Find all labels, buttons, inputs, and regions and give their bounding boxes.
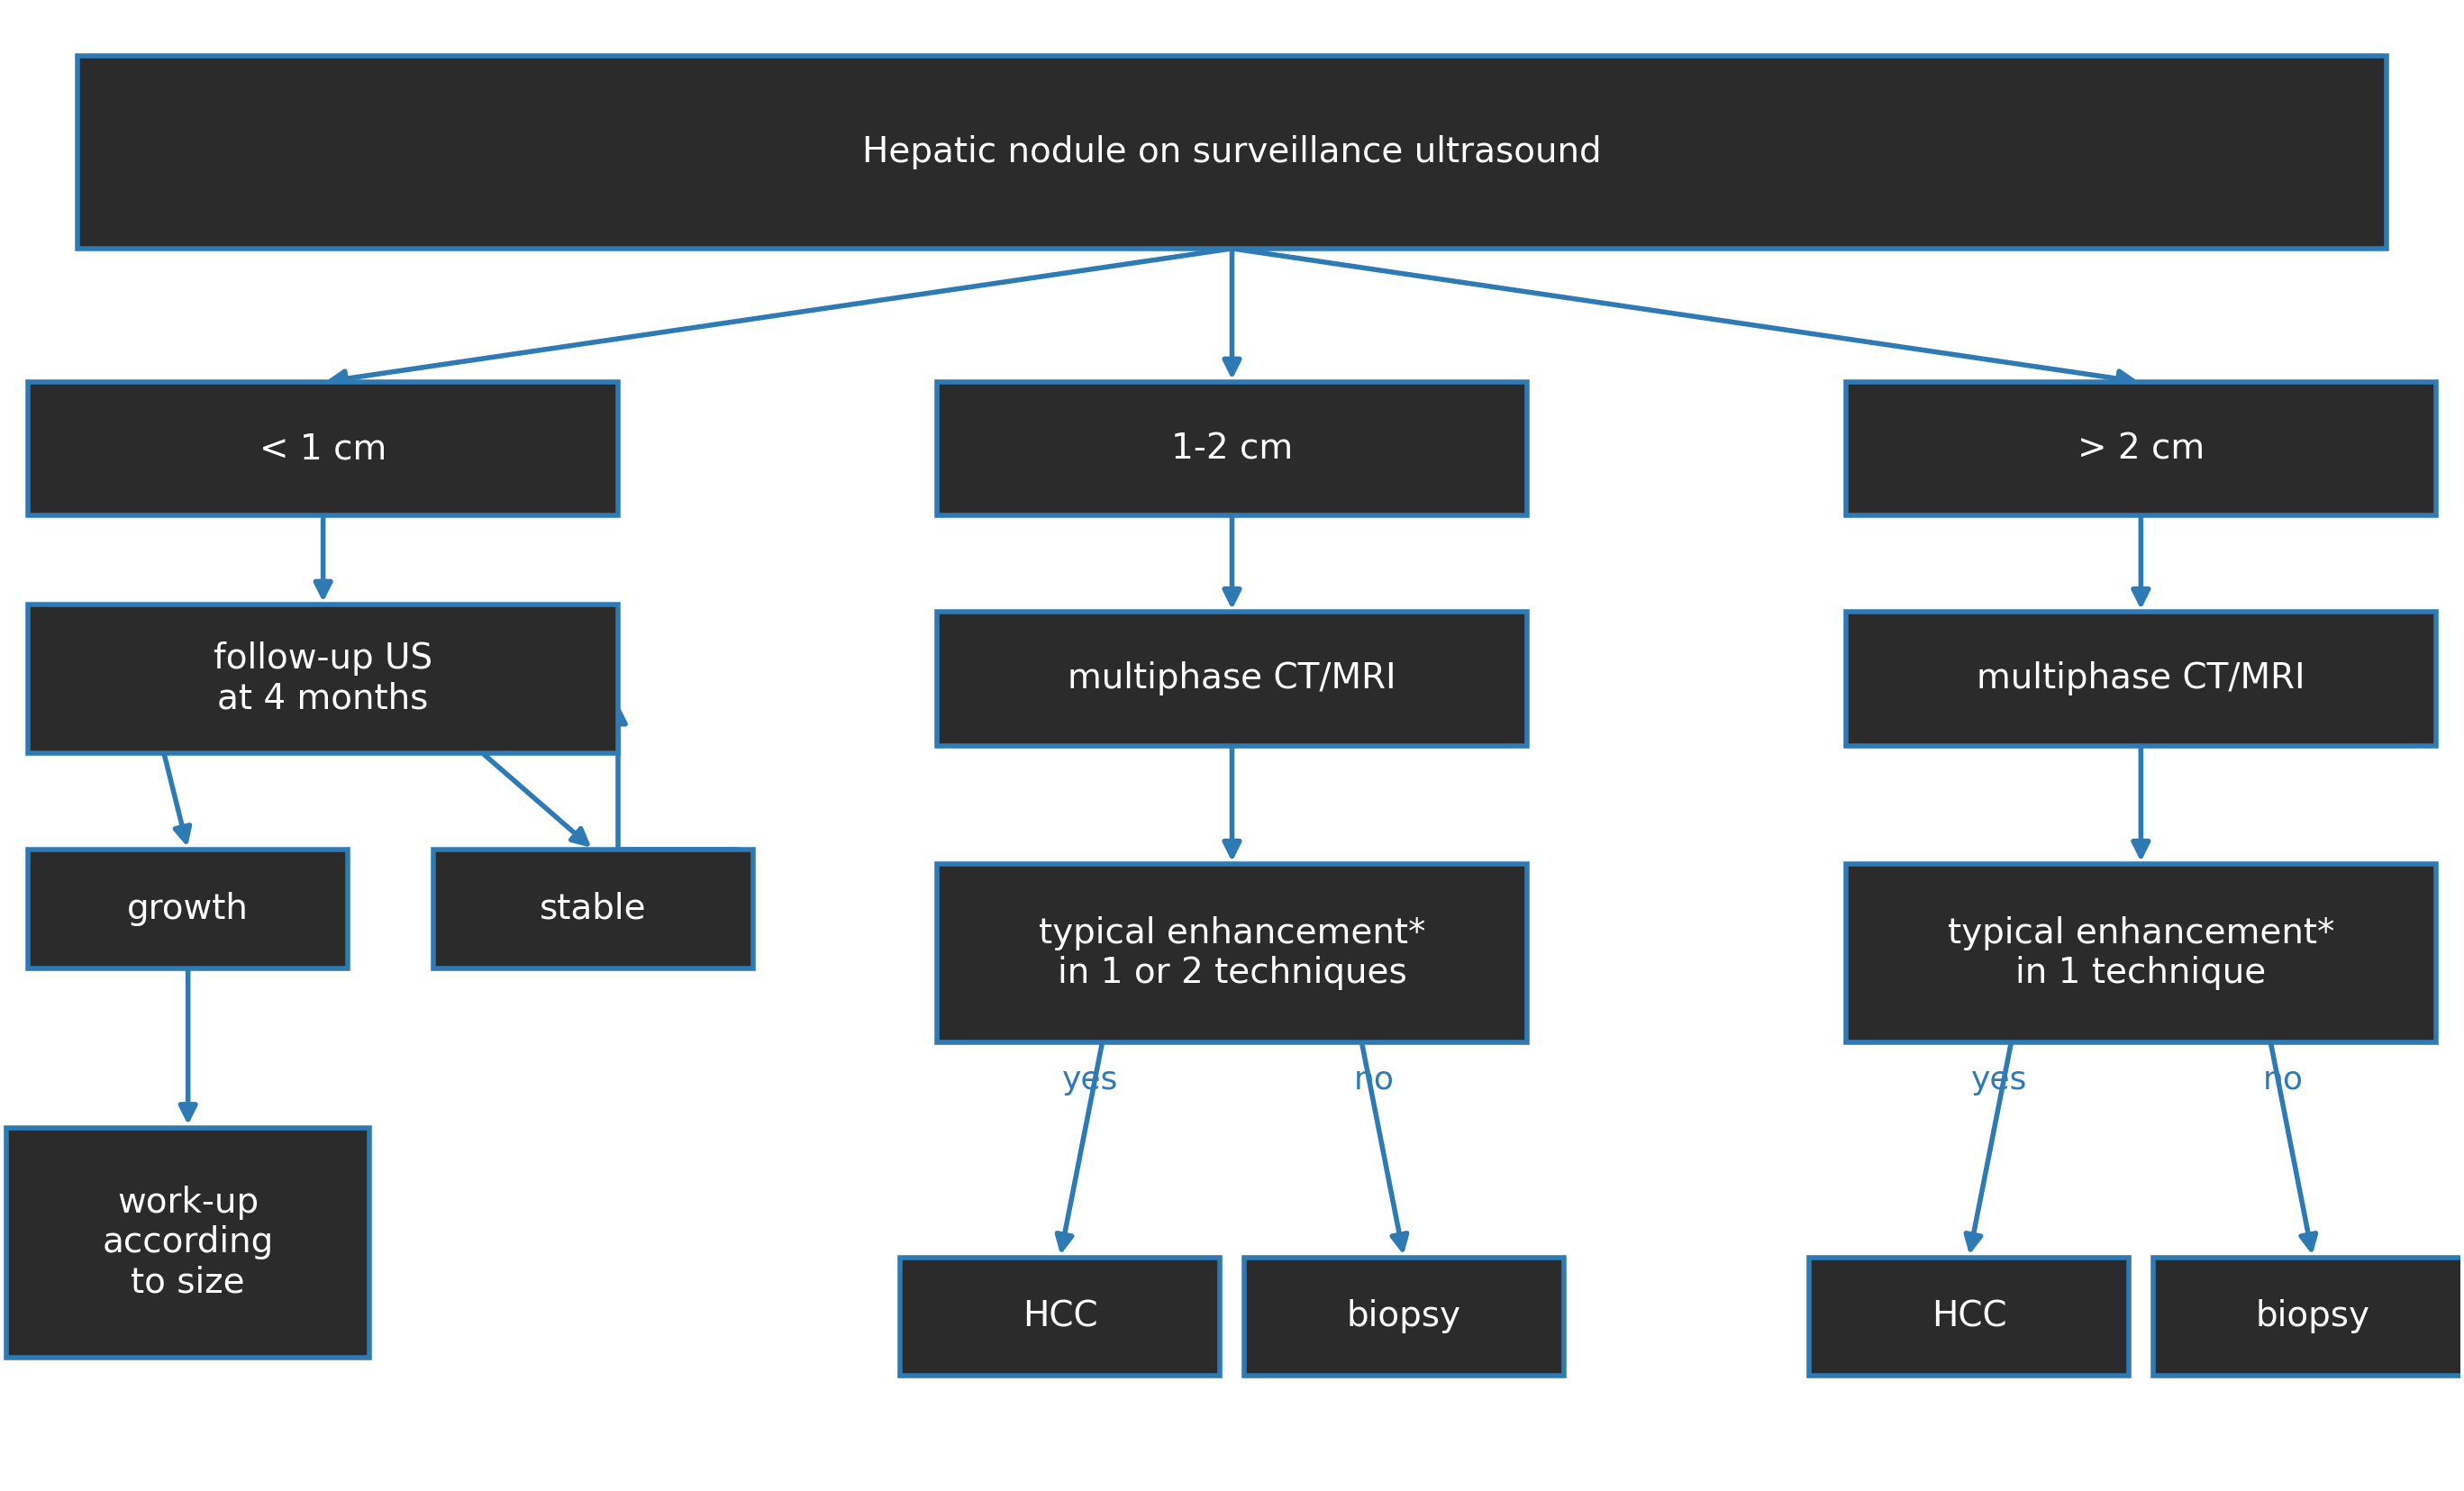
Text: typical enhancement*
in 1 or 2 techniques: typical enhancement* in 1 or 2 technique… — [1040, 917, 1424, 990]
Text: yes: yes — [1062, 1065, 1119, 1094]
FancyBboxPatch shape — [27, 850, 347, 968]
Text: no: no — [2262, 1065, 2304, 1094]
Text: 1-2 cm: 1-2 cm — [1170, 432, 1294, 465]
FancyBboxPatch shape — [1846, 865, 2437, 1042]
Text: typical enhancement*
in 1 technique: typical enhancement* in 1 technique — [1947, 917, 2333, 990]
Text: biopsy: biopsy — [1348, 1300, 1461, 1334]
Text: follow-up US
at 4 months: follow-up US at 4 months — [214, 641, 434, 716]
Text: yes: yes — [1971, 1065, 2028, 1094]
FancyBboxPatch shape — [2154, 1257, 2464, 1376]
Text: multiphase CT/MRI: multiphase CT/MRI — [1067, 662, 1397, 696]
FancyBboxPatch shape — [1809, 1257, 2129, 1376]
FancyBboxPatch shape — [899, 1257, 1220, 1376]
FancyBboxPatch shape — [936, 611, 1528, 746]
Text: biopsy: biopsy — [2255, 1300, 2370, 1334]
FancyBboxPatch shape — [434, 850, 754, 968]
Text: growth: growth — [128, 892, 249, 926]
Text: multiphase CT/MRI: multiphase CT/MRI — [1976, 662, 2306, 696]
FancyBboxPatch shape — [27, 382, 618, 516]
Text: no: no — [1353, 1065, 1395, 1094]
FancyBboxPatch shape — [1846, 611, 2437, 746]
Text: HCC: HCC — [1023, 1300, 1099, 1334]
Text: work-up
according
to size: work-up according to size — [103, 1185, 274, 1299]
FancyBboxPatch shape — [7, 1127, 370, 1357]
FancyBboxPatch shape — [936, 382, 1528, 516]
Text: > 2 cm: > 2 cm — [2077, 432, 2205, 465]
FancyBboxPatch shape — [1846, 382, 2437, 516]
FancyBboxPatch shape — [1244, 1257, 1565, 1376]
Text: stable: stable — [540, 892, 646, 926]
Text: < 1 cm: < 1 cm — [259, 432, 387, 465]
Text: Hepatic nodule on surveillance ultrasound: Hepatic nodule on surveillance ultrasoun… — [862, 136, 1602, 168]
FancyBboxPatch shape — [936, 865, 1528, 1042]
FancyBboxPatch shape — [76, 55, 2388, 249]
FancyBboxPatch shape — [27, 604, 618, 753]
Text: HCC: HCC — [1932, 1300, 2006, 1334]
